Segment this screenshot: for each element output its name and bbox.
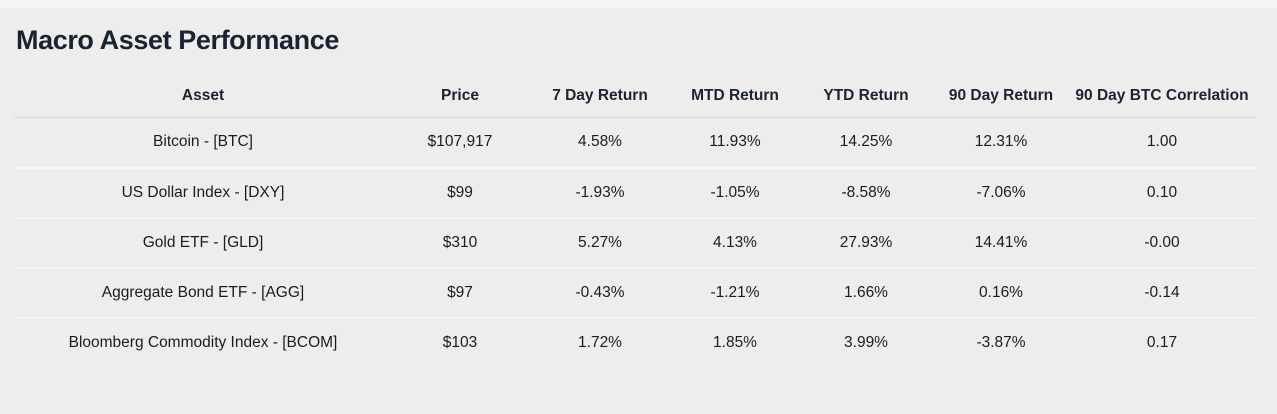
cell-90d-return: 0.16% [934, 266, 1068, 318]
table-row: US Dollar Index - [DXY] $99 -1.93% -1.05… [14, 166, 1256, 218]
cell-mtd-return: 4.13% [672, 216, 798, 268]
cell-asset: Gold ETF - [GLD] [14, 216, 392, 268]
cell-90d-btc-correlation: 0.10 [1068, 166, 1256, 218]
column-header-90d-btc-correlation: 90 Day BTC Correlation [1068, 87, 1256, 118]
cell-7d-return: -0.43% [528, 266, 672, 318]
cell-7d-return: -1.93% [528, 166, 672, 218]
cell-90d-return: -7.06% [934, 166, 1068, 218]
cell-90d-btc-correlation: -0.00 [1068, 216, 1256, 268]
cell-asset: Aggregate Bond ETF - [AGG] [14, 266, 392, 318]
cell-mtd-return: -1.21% [672, 266, 798, 318]
cell-ytd-return: 14.25% [839, 133, 893, 151]
cell-asset: Bitcoin - [BTC] [153, 133, 253, 151]
cell-price: $103 [392, 316, 528, 368]
column-header-7d-return: 7 Day Return [528, 87, 672, 118]
cell-ytd-return: 3.99% [798, 316, 934, 368]
cell-7d-return: 5.27% [528, 216, 672, 268]
cell-90d-return: -3.87% [934, 316, 1068, 368]
cell-price: $99 [392, 166, 528, 218]
cell-asset: Bloomberg Commodity Index - [BCOM] [14, 316, 392, 368]
column-header-ytd-return: YTD Return [798, 87, 934, 118]
column-header-asset: Asset [14, 87, 392, 118]
cell-mtd-return: -1.05% [672, 166, 798, 218]
cell-ytd-return: 27.93% [798, 216, 934, 268]
cell-90d-btc-correlation: 0.17 [1068, 316, 1256, 368]
cell-price: $107,917 [427, 133, 493, 151]
cell-price: $310 [392, 216, 528, 268]
table-row: Gold ETF - [GLD] $310 5.27% 4.13% 27.93%… [14, 216, 1256, 268]
cell-90d-return: 14.41% [934, 216, 1068, 268]
cell-ytd-return: 1.66% [798, 266, 934, 318]
table-header-row: Asset Price 7 Day Return MTD Return YTD … [14, 87, 1256, 118]
table-row: Bitcoin - [BTC] $107,917 4.58% 11.93% 14… [14, 118, 1256, 168]
table-row: Aggregate Bond ETF - [AGG] $97 -0.43% -1… [14, 266, 1256, 318]
cell-price: $97 [392, 266, 528, 318]
page-title: Macro Asset Performance [16, 25, 339, 55]
column-header-90d-return: 90 Day Return [934, 87, 1068, 118]
column-header-mtd-return: MTD Return [672, 87, 798, 118]
top-strip [0, 0, 1277, 8]
cell-mtd-return: 11.93% [709, 133, 761, 151]
cell-ytd-return: -8.58% [798, 166, 934, 218]
cell-7d-return: 1.72% [528, 316, 672, 368]
cell-90d-btc-correlation: -0.14 [1068, 266, 1256, 318]
cell-asset: US Dollar Index - [DXY] [14, 166, 392, 218]
cell-7d-return: 4.58% [578, 133, 622, 151]
macro-performance-panel: Macro Asset Performance Asset Price 7 Da… [0, 24, 1277, 368]
cell-90d-btc-correlation: 1.00 [1146, 133, 1178, 151]
cell-mtd-return: 1.85% [672, 316, 798, 368]
table-row: Bloomberg Commodity Index - [BCOM] $103 … [14, 316, 1256, 368]
cell-90d-return: 12.31% [974, 133, 1028, 151]
asset-performance-table: Asset Price 7 Day Return MTD Return YTD … [14, 87, 1256, 368]
column-header-price: Price [392, 87, 528, 118]
